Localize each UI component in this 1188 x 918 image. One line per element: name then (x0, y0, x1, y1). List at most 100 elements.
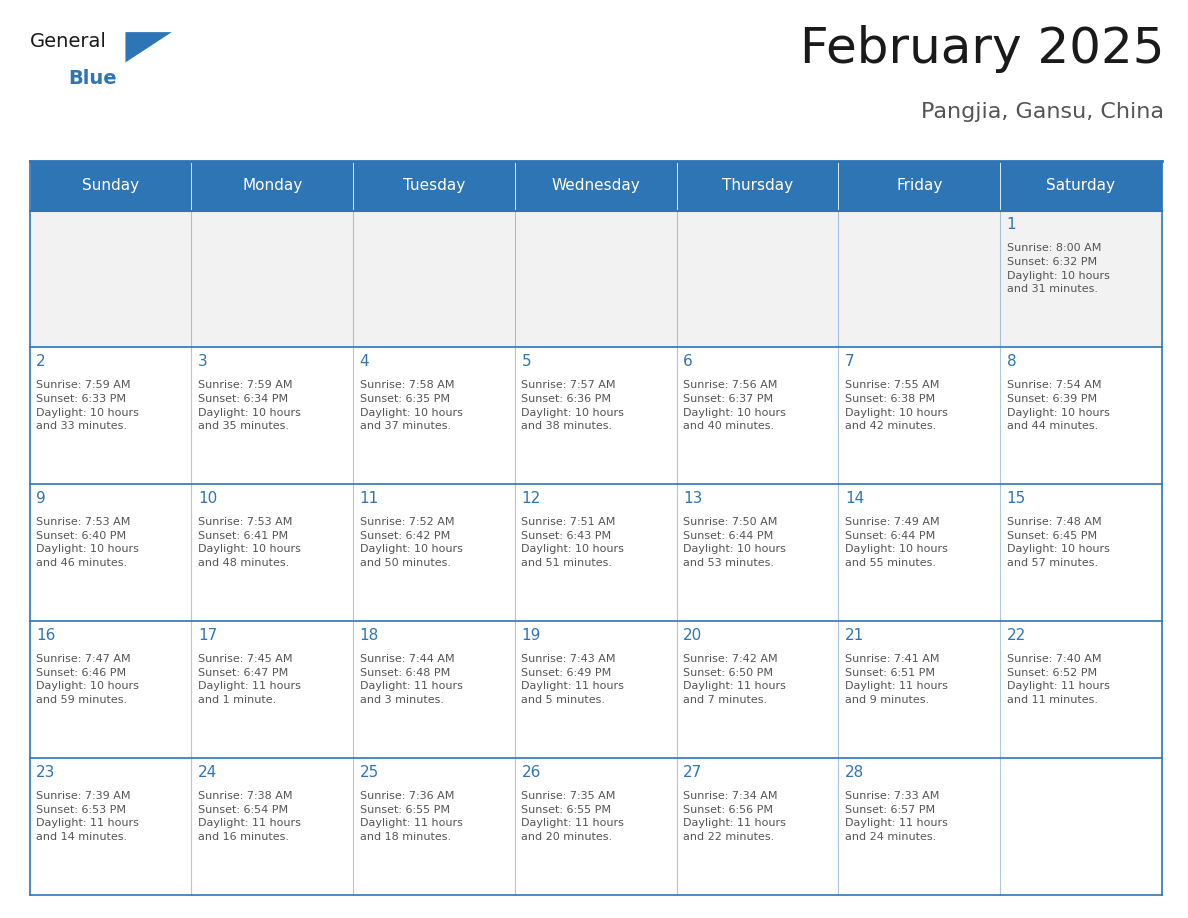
Bar (677, 348, 839, 485)
Bar (1000, 348, 1162, 485)
Text: 16: 16 (36, 628, 56, 644)
Bar (514, 485, 677, 621)
Bar (30, 210, 191, 348)
Text: Sunrise: 7:49 AM
Sunset: 6:44 PM
Daylight: 10 hours
and 55 minutes.: Sunrise: 7:49 AM Sunset: 6:44 PM Dayligh… (845, 517, 948, 568)
Text: Sunday: Sunday (82, 178, 139, 193)
Text: Sunrise: 7:44 AM
Sunset: 6:48 PM
Daylight: 11 hours
and 3 minutes.: Sunrise: 7:44 AM Sunset: 6:48 PM Dayligh… (360, 655, 462, 705)
Bar (30, 485, 191, 621)
Text: 28: 28 (845, 765, 864, 780)
Text: Sunrise: 7:45 AM
Sunset: 6:47 PM
Daylight: 11 hours
and 1 minute.: Sunrise: 7:45 AM Sunset: 6:47 PM Dayligh… (198, 655, 301, 705)
Bar (514, 758, 677, 895)
Bar (839, 348, 1000, 485)
Text: 25: 25 (360, 765, 379, 780)
Text: Sunrise: 7:47 AM
Sunset: 6:46 PM
Daylight: 10 hours
and 59 minutes.: Sunrise: 7:47 AM Sunset: 6:46 PM Dayligh… (36, 655, 139, 705)
Text: Sunrise: 7:36 AM
Sunset: 6:55 PM
Daylight: 11 hours
and 18 minutes.: Sunrise: 7:36 AM Sunset: 6:55 PM Dayligh… (360, 791, 462, 842)
Text: 8: 8 (1006, 354, 1016, 369)
Text: Sunrise: 7:42 AM
Sunset: 6:50 PM
Daylight: 11 hours
and 7 minutes.: Sunrise: 7:42 AM Sunset: 6:50 PM Dayligh… (683, 655, 786, 705)
Text: Sunrise: 7:48 AM
Sunset: 6:45 PM
Daylight: 10 hours
and 57 minutes.: Sunrise: 7:48 AM Sunset: 6:45 PM Dayligh… (1006, 517, 1110, 568)
Bar (839, 758, 1000, 895)
Bar (514, 621, 677, 758)
Text: 10: 10 (198, 491, 217, 506)
Text: Sunrise: 7:34 AM
Sunset: 6:56 PM
Daylight: 11 hours
and 22 minutes.: Sunrise: 7:34 AM Sunset: 6:56 PM Dayligh… (683, 791, 786, 842)
Bar (30, 621, 191, 758)
Bar (30, 348, 191, 485)
Text: Tuesday: Tuesday (403, 178, 466, 193)
Text: Sunrise: 7:53 AM
Sunset: 6:40 PM
Daylight: 10 hours
and 46 minutes.: Sunrise: 7:53 AM Sunset: 6:40 PM Dayligh… (36, 517, 139, 568)
Text: Sunrise: 7:38 AM
Sunset: 6:54 PM
Daylight: 11 hours
and 16 minutes.: Sunrise: 7:38 AM Sunset: 6:54 PM Dayligh… (198, 791, 301, 842)
Text: 14: 14 (845, 491, 864, 506)
Text: Sunrise: 7:39 AM
Sunset: 6:53 PM
Daylight: 11 hours
and 14 minutes.: Sunrise: 7:39 AM Sunset: 6:53 PM Dayligh… (36, 791, 139, 842)
Bar (30, 758, 191, 895)
Text: Sunrise: 7:53 AM
Sunset: 6:41 PM
Daylight: 10 hours
and 48 minutes.: Sunrise: 7:53 AM Sunset: 6:41 PM Dayligh… (198, 517, 301, 568)
Text: February 2025: February 2025 (800, 25, 1164, 73)
Bar (1000, 758, 1162, 895)
Bar (191, 485, 353, 621)
Text: Sunrise: 7:40 AM
Sunset: 6:52 PM
Daylight: 11 hours
and 11 minutes.: Sunrise: 7:40 AM Sunset: 6:52 PM Dayligh… (1006, 655, 1110, 705)
Bar (1000, 210, 1162, 348)
Bar (514, 210, 677, 348)
Bar (353, 758, 514, 895)
Text: 11: 11 (360, 491, 379, 506)
Text: Sunrise: 7:59 AM
Sunset: 6:33 PM
Daylight: 10 hours
and 33 minutes.: Sunrise: 7:59 AM Sunset: 6:33 PM Dayligh… (36, 380, 139, 431)
Bar (839, 621, 1000, 758)
Text: Sunrise: 7:51 AM
Sunset: 6:43 PM
Daylight: 10 hours
and 51 minutes.: Sunrise: 7:51 AM Sunset: 6:43 PM Dayligh… (522, 517, 624, 568)
Bar (839, 210, 1000, 348)
Bar (353, 210, 514, 348)
Text: 26: 26 (522, 765, 541, 780)
Bar (514, 161, 677, 210)
Text: Sunrise: 7:59 AM
Sunset: 6:34 PM
Daylight: 10 hours
and 35 minutes.: Sunrise: 7:59 AM Sunset: 6:34 PM Dayligh… (198, 380, 301, 431)
Text: Wednesday: Wednesday (551, 178, 640, 193)
Text: 19: 19 (522, 628, 541, 644)
Bar (353, 348, 514, 485)
Text: 18: 18 (360, 628, 379, 644)
Bar (839, 161, 1000, 210)
Text: General: General (30, 32, 107, 51)
Text: Monday: Monday (242, 178, 303, 193)
Text: Sunrise: 7:54 AM
Sunset: 6:39 PM
Daylight: 10 hours
and 44 minutes.: Sunrise: 7:54 AM Sunset: 6:39 PM Dayligh… (1006, 380, 1110, 431)
Bar (677, 161, 839, 210)
Polygon shape (126, 32, 172, 62)
Bar (353, 161, 514, 210)
Bar (677, 758, 839, 895)
Bar (191, 758, 353, 895)
Text: 27: 27 (683, 765, 702, 780)
Text: 3: 3 (198, 354, 208, 369)
Text: 5: 5 (522, 354, 531, 369)
Bar (514, 348, 677, 485)
Bar (677, 621, 839, 758)
Text: Sunrise: 7:52 AM
Sunset: 6:42 PM
Daylight: 10 hours
and 50 minutes.: Sunrise: 7:52 AM Sunset: 6:42 PM Dayligh… (360, 517, 462, 568)
Bar (1000, 485, 1162, 621)
Bar (677, 210, 839, 348)
Text: 1: 1 (1006, 218, 1016, 232)
Text: Sunrise: 7:50 AM
Sunset: 6:44 PM
Daylight: 10 hours
and 53 minutes.: Sunrise: 7:50 AM Sunset: 6:44 PM Dayligh… (683, 517, 786, 568)
Text: Thursday: Thursday (722, 178, 794, 193)
Bar (353, 485, 514, 621)
Text: 7: 7 (845, 354, 854, 369)
Text: 12: 12 (522, 491, 541, 506)
Text: 24: 24 (198, 765, 217, 780)
Text: 17: 17 (198, 628, 217, 644)
Text: Friday: Friday (896, 178, 942, 193)
Text: Blue: Blue (69, 69, 116, 88)
Text: 20: 20 (683, 628, 702, 644)
Text: Sunrise: 7:33 AM
Sunset: 6:57 PM
Daylight: 11 hours
and 24 minutes.: Sunrise: 7:33 AM Sunset: 6:57 PM Dayligh… (845, 791, 948, 842)
Text: Sunrise: 7:58 AM
Sunset: 6:35 PM
Daylight: 10 hours
and 37 minutes.: Sunrise: 7:58 AM Sunset: 6:35 PM Dayligh… (360, 380, 462, 431)
Text: Sunrise: 7:57 AM
Sunset: 6:36 PM
Daylight: 10 hours
and 38 minutes.: Sunrise: 7:57 AM Sunset: 6:36 PM Dayligh… (522, 380, 624, 431)
Text: Sunrise: 7:55 AM
Sunset: 6:38 PM
Daylight: 10 hours
and 42 minutes.: Sunrise: 7:55 AM Sunset: 6:38 PM Dayligh… (845, 380, 948, 431)
Text: 15: 15 (1006, 491, 1026, 506)
Text: Sunrise: 7:41 AM
Sunset: 6:51 PM
Daylight: 11 hours
and 9 minutes.: Sunrise: 7:41 AM Sunset: 6:51 PM Dayligh… (845, 655, 948, 705)
Bar (191, 210, 353, 348)
Bar (191, 161, 353, 210)
Text: Pangjia, Gansu, China: Pangjia, Gansu, China (921, 102, 1164, 122)
Bar (1000, 161, 1162, 210)
Text: 13: 13 (683, 491, 702, 506)
Text: Sunrise: 7:56 AM
Sunset: 6:37 PM
Daylight: 10 hours
and 40 minutes.: Sunrise: 7:56 AM Sunset: 6:37 PM Dayligh… (683, 380, 786, 431)
Text: Saturday: Saturday (1047, 178, 1116, 193)
Text: 22: 22 (1006, 628, 1026, 644)
Bar (191, 348, 353, 485)
Bar (1000, 621, 1162, 758)
Bar (839, 485, 1000, 621)
Bar (191, 621, 353, 758)
Text: Sunrise: 8:00 AM
Sunset: 6:32 PM
Daylight: 10 hours
and 31 minutes.: Sunrise: 8:00 AM Sunset: 6:32 PM Dayligh… (1006, 243, 1110, 295)
Text: 23: 23 (36, 765, 56, 780)
